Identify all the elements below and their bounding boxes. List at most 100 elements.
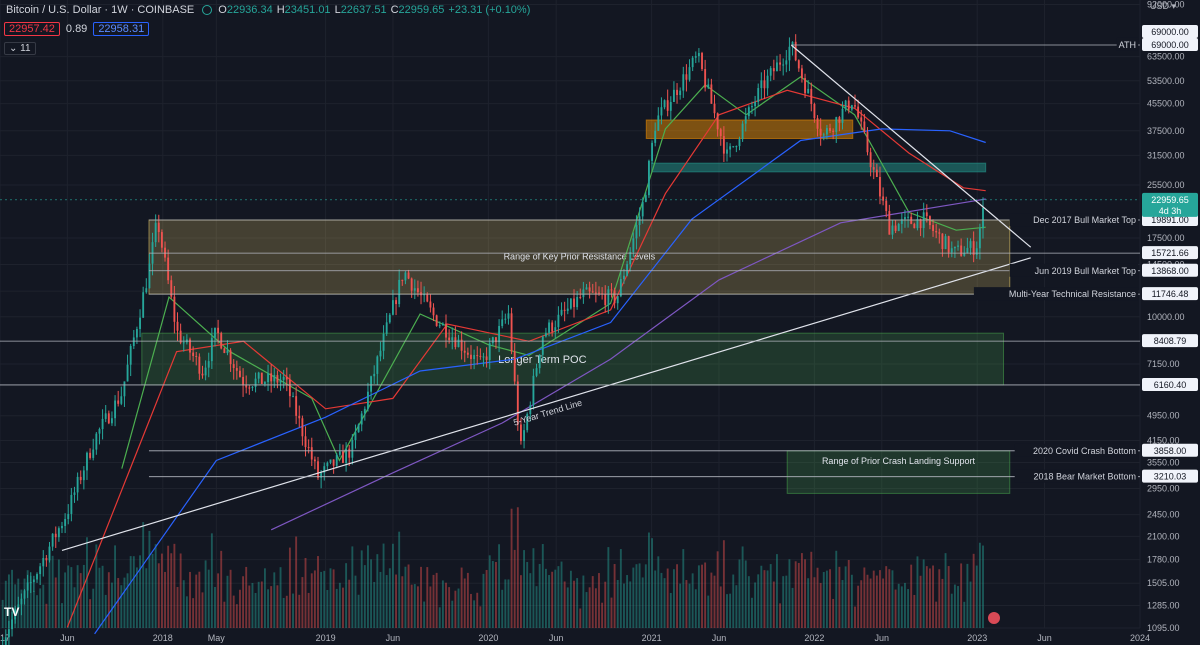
candle-body [145, 288, 148, 293]
candle-body [666, 100, 669, 111]
candle-body [61, 525, 63, 529]
volume-bar [313, 570, 316, 628]
volume-bar [716, 551, 719, 628]
level-label: Dec 2017 Bull Market Top [1033, 215, 1136, 225]
candle-body [772, 68, 775, 72]
x-tick-label: 2022 [804, 633, 824, 643]
candle-body [719, 129, 722, 137]
candle-body [975, 248, 978, 255]
candle-body [800, 68, 803, 79]
moving-average-line [94, 128, 986, 635]
volume-bar [897, 583, 900, 628]
candle-body [726, 149, 728, 154]
volume-bar [894, 589, 897, 628]
volume-bar [457, 588, 460, 628]
candle-body [398, 279, 401, 305]
candle-body [36, 574, 38, 580]
volume-bar [735, 585, 738, 628]
candle-body [157, 222, 160, 233]
volume-bar [160, 553, 163, 628]
candle-body [332, 459, 335, 466]
symbol-title[interactable]: Bitcoin / U.S. Dollar · 1W · COINBASE [6, 4, 195, 16]
high-value: 23451.01 [284, 4, 331, 16]
volume-bar [885, 566, 888, 628]
volume-bar [785, 575, 788, 628]
candle-body [235, 368, 238, 371]
candle-body [123, 381, 126, 397]
volume-bar [526, 562, 529, 628]
volume-bar [460, 567, 463, 628]
volume-bar [407, 564, 410, 628]
volume-bar [139, 555, 141, 628]
volume-bar [395, 574, 397, 628]
candle-body [850, 105, 853, 110]
volume-bar [92, 588, 95, 628]
volume-bar [32, 590, 35, 628]
candle-body [554, 327, 557, 332]
candle-body [713, 103, 716, 114]
tradingview-logo[interactable]: TV [4, 605, 20, 619]
ask-button[interactable]: 22958.31 [93, 22, 150, 36]
volume-bar [510, 508, 513, 628]
volume-bar [179, 553, 182, 628]
y-tick-label: 4950.00 [1147, 411, 1180, 421]
candle-body [779, 62, 782, 65]
volume-bar [426, 567, 429, 628]
volume-bar [872, 570, 875, 628]
candle-body [648, 160, 650, 196]
candle-body [54, 533, 57, 538]
volume-bar [1, 599, 4, 628]
volume-bar [242, 576, 245, 628]
candle-body [935, 230, 938, 233]
candle-body [51, 533, 54, 547]
volume-bar [769, 564, 772, 628]
current-price-countdown: 4d 3h [1159, 206, 1182, 216]
candle-body [326, 462, 329, 467]
volume-bar [729, 593, 732, 628]
candle-body [45, 558, 48, 561]
volume-bar [11, 569, 13, 628]
volume-bar [835, 550, 838, 628]
volume-bar [697, 565, 700, 628]
bid-button[interactable]: 22957.42 [4, 22, 60, 36]
volume-bar [819, 582, 822, 628]
x-tick-label: 2020 [478, 633, 498, 643]
volume-bar [70, 567, 73, 628]
axis-price-tag [1142, 377, 1198, 391]
volume-bar [288, 547, 291, 628]
flag-icon[interactable] [988, 612, 1000, 624]
indicators-toggle[interactable]: ⌄ 11 [4, 42, 36, 55]
candle-body [941, 233, 944, 250]
candle-body [267, 373, 269, 383]
candle-body [485, 356, 488, 360]
volume-bar [223, 601, 226, 628]
candle-body [691, 57, 694, 68]
volume-bar [751, 597, 753, 628]
candle-body [932, 225, 934, 231]
volume-bar [613, 564, 616, 628]
candle-body [857, 106, 860, 118]
candle-body [741, 123, 744, 140]
candle-body [473, 355, 476, 360]
candle-body [457, 339, 460, 348]
volume-bar [641, 577, 644, 628]
y-tick-label: 3550.00 [1147, 457, 1180, 467]
volume-bar [766, 570, 769, 628]
candle-body [885, 200, 888, 212]
volume-bar [782, 576, 785, 628]
volume-bar [54, 577, 57, 628]
volume-bar [623, 583, 625, 628]
candle-body [388, 314, 391, 323]
candle-body [57, 528, 60, 538]
candle-body [919, 219, 922, 229]
volume-bar [969, 581, 972, 628]
volume-bar [691, 573, 694, 628]
volume-bar [741, 546, 744, 628]
volume-bar [445, 582, 447, 628]
candle-body [438, 325, 441, 327]
candle-body [498, 325, 501, 343]
y-tick-label: 25500.00 [1147, 180, 1185, 190]
volume-bar [679, 583, 682, 628]
volume-bar [185, 596, 188, 628]
